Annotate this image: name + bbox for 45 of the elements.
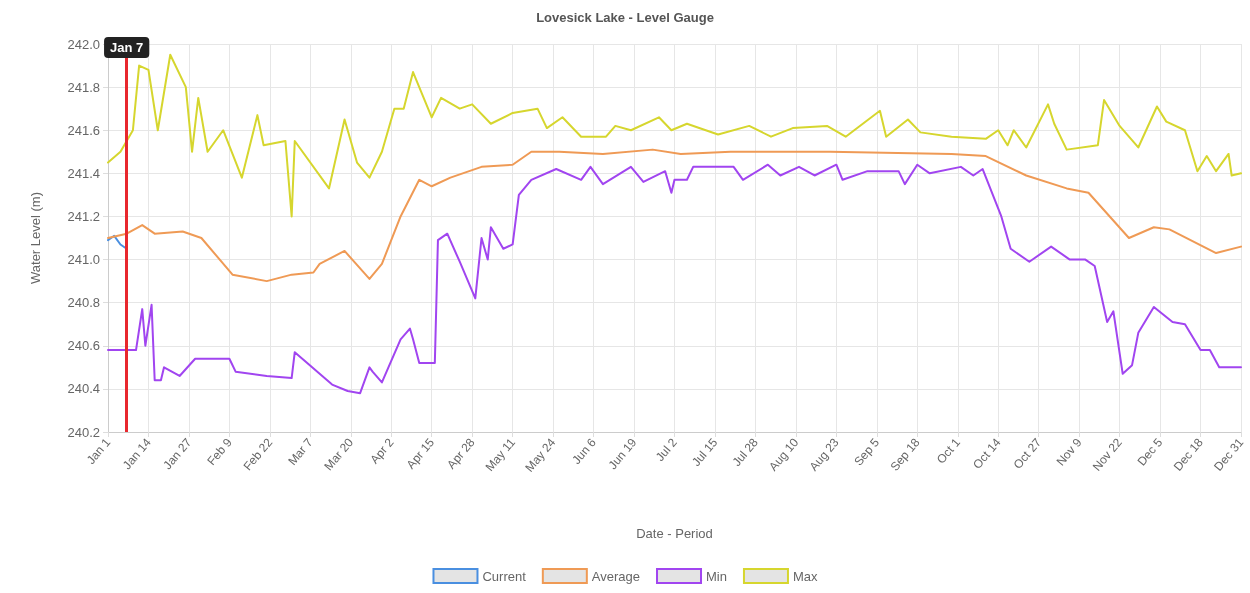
x-axis-title: Date - Period <box>636 526 713 541</box>
x-tick-label: Jan 27 <box>160 435 195 473</box>
y-tick-label: 242.0 <box>67 36 100 52</box>
y-axis-title: Water Level (m) <box>28 192 43 284</box>
legend-label: Min <box>706 568 727 584</box>
x-tick-label: Mar 7 <box>285 435 316 468</box>
x-tick-label: Feb 9 <box>204 435 235 468</box>
y-tick-label: 241.8 <box>67 79 100 95</box>
x-tick-label: Mar 20 <box>321 435 357 474</box>
x-tick-label: Apr 15 <box>403 435 438 472</box>
y-tick-label: 241.4 <box>67 165 100 181</box>
x-tick-label: Sep 5 <box>851 435 883 469</box>
y-tick-label: 241.6 <box>67 122 100 138</box>
x-tick-label: Jun 19 <box>605 435 640 473</box>
y-tick-label: 240.8 <box>67 295 100 311</box>
legend-label: Average <box>591 568 641 584</box>
x-tick-label: Dec 31 <box>1211 435 1247 474</box>
x-tick-label: Nov 22 <box>1089 435 1126 474</box>
x-tick-label: Oct 27 <box>1010 435 1045 472</box>
legend-label: Max <box>792 568 819 584</box>
x-tick-label: Jul 28 <box>729 435 761 470</box>
x-tick-label: Oct 14 <box>970 435 1004 472</box>
y-tick-label: 240.6 <box>67 338 100 354</box>
x-tick-label: Apr 28 <box>444 435 478 472</box>
x-tick-label: Apr 2 <box>367 435 397 467</box>
line-series <box>107 234 128 250</box>
x-tick-label: Feb 22 <box>240 435 276 474</box>
x-tick-label: Oct 1 <box>933 435 964 467</box>
x-tick-label: Aug 23 <box>806 435 842 474</box>
x-tick-label: Dec 18 <box>1170 435 1207 474</box>
x-tick-label: Jun 6 <box>569 435 600 467</box>
x-tick-label: Jul 15 <box>689 435 721 470</box>
y-tick-label: 240.2 <box>67 424 100 440</box>
legend-label: Current <box>482 568 527 584</box>
x-tick-label: Sep 18 <box>887 435 923 474</box>
x-tick-label: Jul 2 <box>652 435 681 464</box>
chart-title: Lovesick Lake - Level Gauge <box>536 10 714 25</box>
x-tick-label: Jan 14 <box>119 435 155 473</box>
y-tick-label: 241.2 <box>67 208 100 224</box>
x-tick-label: Aug 10 <box>766 435 802 474</box>
ref-line-label: Jan 7 <box>110 40 144 55</box>
x-tick-label: Nov 9 <box>1053 435 1085 469</box>
x-tick-label: Dec 5 <box>1134 435 1166 469</box>
y-tick-label: 241.0 <box>67 252 100 268</box>
y-tick-label: 240.4 <box>67 381 100 397</box>
